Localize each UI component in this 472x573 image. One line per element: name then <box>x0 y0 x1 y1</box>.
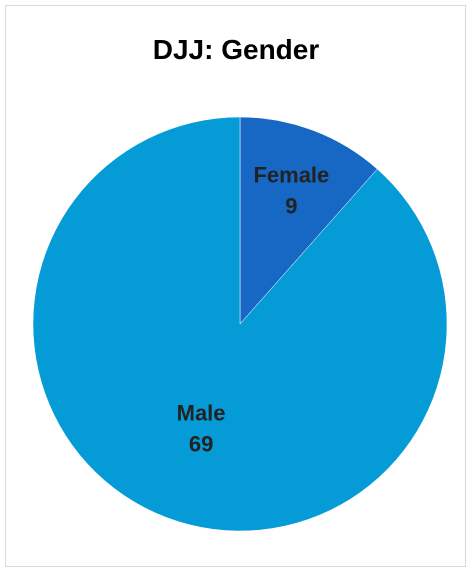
chart-title: DJJ: Gender <box>152 34 320 65</box>
pie-labels: Female 9 Male 69 <box>177 163 330 457</box>
pie-slice-female <box>239 116 378 325</box>
pie-slice-male <box>32 116 448 532</box>
slice-label-male: Male <box>177 401 226 426</box>
pie-slices <box>32 116 448 532</box>
slice-label-female: Female <box>253 163 329 188</box>
slice-value-male: 69 <box>189 432 213 457</box>
slice-value-female: 9 <box>285 194 297 219</box>
